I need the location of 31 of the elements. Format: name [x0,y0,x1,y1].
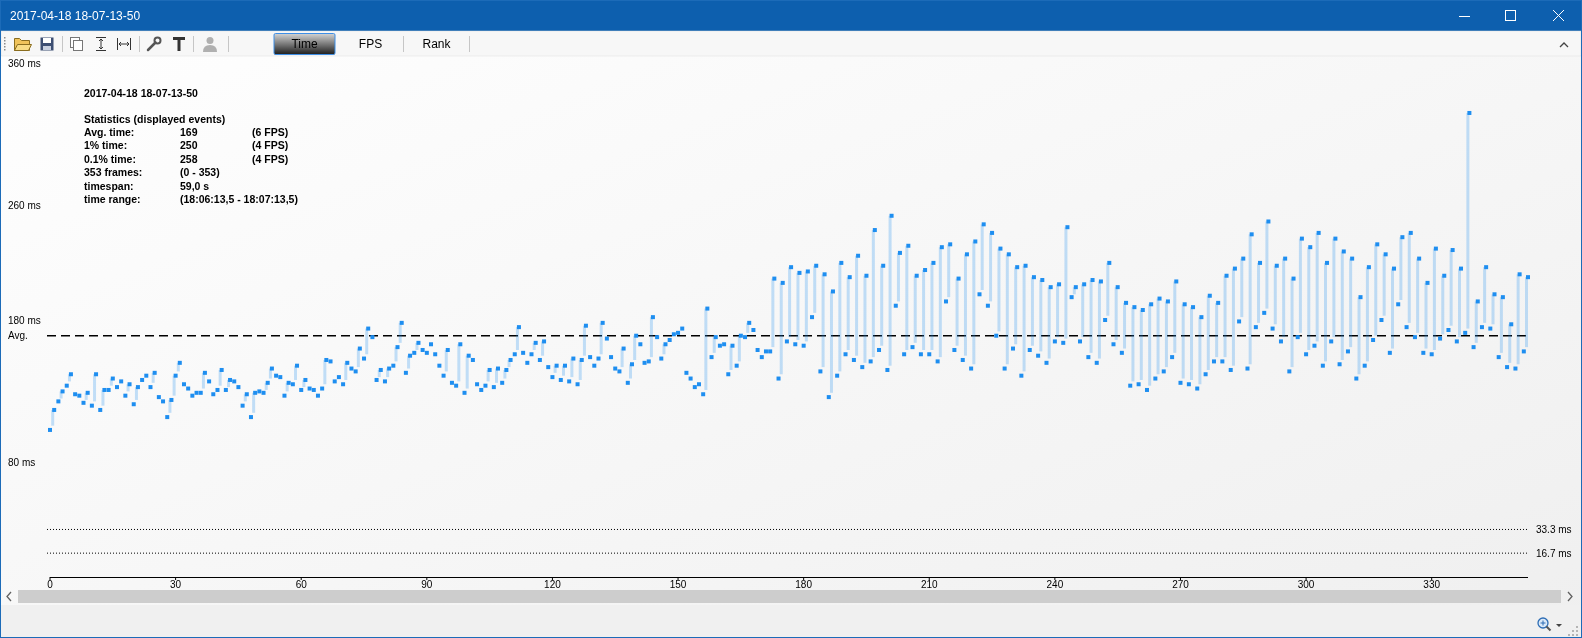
ref-line-label: 16.7 ms [1536,547,1572,559]
text: 2017-04-18 18-07-13-50 [10,9,141,23]
x-tick-label: 270 [1172,579,1190,590]
y-tick-label: 360 ms [8,57,41,69]
text: Avg. time: 169 (6 FPS) [84,126,289,138]
text: FPS [358,37,383,51]
y-tick-label: 80 ms [8,457,36,469]
ref-line-label: Avg. [8,330,28,342]
text: 0.1% time: 258 (4 FPS) [84,152,289,165]
y-tick-label: 260 ms [8,200,41,212]
x-tick-label: 330 [1423,579,1441,590]
text: 2017-04-18 18-07-13-50 [84,87,198,99]
x-tick-label: 150 [669,579,687,590]
x-tick-label: 120 [544,579,562,590]
x-tick-label: 240 [1046,579,1064,590]
y-tick-label: 180 ms [8,314,41,326]
x-tick-label: 300 [1297,579,1315,590]
x-tick-label: 210 [920,579,939,590]
text: Rank [422,37,452,51]
text: 353 frames: (0 - 353) [84,166,220,179]
x-tick-label: 90 [421,579,433,590]
x-tick-label: 30 [170,579,182,590]
x-tick-label: 60 [295,579,308,590]
ref-line-label: 33.3 ms [1536,523,1572,535]
x-tick-label: 0 [47,579,54,590]
text: 1% time: 250 (4 FPS) [84,139,289,152]
text: Statistics (displayed events) [84,113,226,125]
text: Time [291,37,318,51]
text: time range: (18:06:13,5 - 18:07:13,5) [84,193,298,205]
text: timespan: 59,0 s [84,179,210,192]
x-tick-label: 180 [795,579,813,590]
